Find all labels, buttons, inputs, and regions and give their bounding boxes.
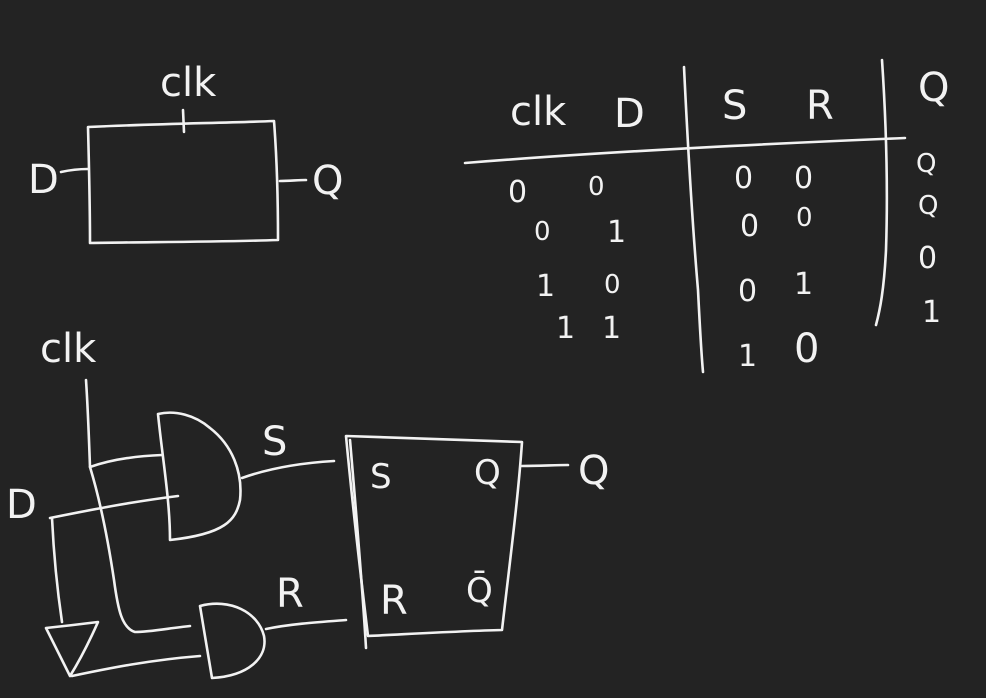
inverter-out-wire: [70, 654, 202, 678]
table-cell: 1: [922, 295, 941, 330]
table-cell: 0: [794, 326, 819, 372]
d-wire: [48, 494, 180, 520]
latch-r-label: R: [380, 578, 408, 624]
table-header-q: Q: [918, 65, 949, 111]
table-cell: 1: [536, 269, 555, 304]
table-cell: 1: [794, 267, 813, 302]
table-cell: 0: [794, 161, 813, 196]
table-cell: 1: [738, 339, 757, 374]
table-cell: 1: [556, 311, 575, 346]
clk-wire-branch: [88, 465, 192, 634]
flip-flop-block: clk D Q: [28, 60, 343, 245]
latch-q-label: Q: [474, 453, 501, 493]
out-q-label: Q: [578, 448, 609, 494]
table-cell: Q: [916, 149, 936, 179]
and-gate-lower: [198, 602, 266, 680]
table-cell: 1: [607, 215, 626, 250]
table-header-d: D: [614, 91, 645, 137]
table-cell: 0: [734, 161, 753, 196]
table-header-clk: clk: [510, 89, 567, 135]
table-header-r: R: [806, 83, 834, 129]
table-divider-right: [874, 58, 889, 327]
table-cell: 1: [602, 311, 621, 346]
table-cell: 0: [740, 209, 759, 244]
sr-latch-left-edge: [348, 438, 368, 650]
block-q-label: Q: [312, 158, 343, 204]
table-cell: Q: [918, 191, 938, 221]
table-header-s: S: [722, 83, 747, 129]
inverter-gate: [44, 620, 100, 678]
table-cell: 0: [918, 241, 937, 276]
circuit-clk-label: clk: [40, 326, 97, 372]
table-cell: 0: [534, 217, 551, 247]
block-box: [86, 119, 280, 245]
and-gate-upper: [156, 411, 242, 542]
circuit-d-label: D: [6, 482, 37, 528]
gate-circuit: clk D S R S Q R Q̄ Q: [6, 326, 609, 680]
block-clk-tick: [181, 108, 186, 134]
block-clk-label: clk: [160, 60, 217, 106]
s-wire-label: S: [262, 419, 287, 465]
r-wire-label: R: [276, 571, 304, 617]
d-wire-branch: [50, 516, 64, 624]
r-wire: [264, 618, 348, 631]
latch-qbar-label: Q̄: [466, 570, 493, 611]
table-divider-left: [682, 65, 705, 374]
table-cell: 0: [588, 172, 605, 202]
table-cell: 0: [796, 203, 813, 233]
latch-s-label: S: [370, 457, 392, 497]
table-cell: 0: [738, 274, 757, 309]
table-cell: 0: [508, 175, 527, 210]
table-header-rule: [463, 136, 907, 165]
truth-table: clk D S R Q 0 0 0 0 Q 0 1 0 0 Q 1 0 0 1 …: [463, 58, 949, 374]
q-out-wire: [520, 463, 570, 468]
block-d-wire: [59, 167, 90, 174]
block-d-label: D: [28, 157, 59, 203]
block-q-wire: [278, 178, 308, 183]
clk-wire: [84, 378, 164, 469]
s-wire: [240, 459, 336, 480]
table-cell: 0: [604, 270, 621, 300]
